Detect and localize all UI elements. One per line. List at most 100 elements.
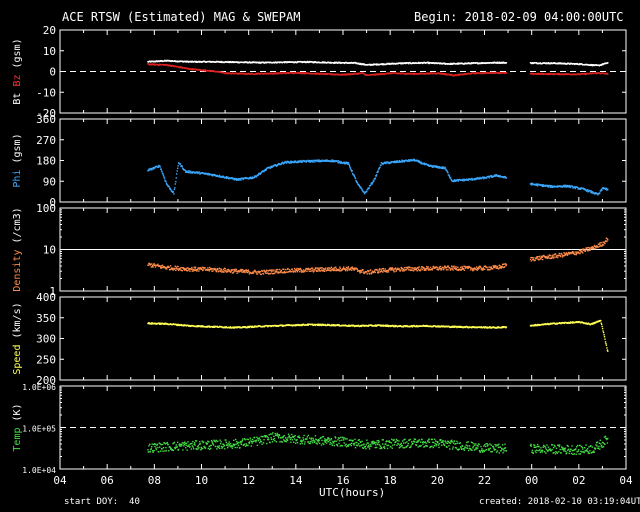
data-point [593, 245, 595, 248]
data-point [331, 323, 333, 326]
data-point [411, 269, 413, 271]
data-point [217, 70, 219, 73]
data-point [233, 269, 235, 271]
data-point [148, 322, 151, 324]
data-point [572, 252, 575, 254]
data-point [442, 267, 444, 269]
data-point [497, 175, 500, 177]
data-point [359, 272, 361, 274]
data-point [501, 265, 503, 267]
data-point [492, 268, 494, 270]
data-point [419, 161, 422, 163]
data-point [214, 268, 217, 270]
data-point [188, 170, 191, 172]
data-point [482, 269, 484, 271]
data-point [290, 162, 292, 164]
data-point [574, 187, 576, 190]
data-point [343, 266, 345, 268]
data-point [196, 171, 199, 173]
data-point [572, 251, 574, 254]
data-point [454, 179, 457, 181]
data-point [321, 61, 324, 63]
data-point [394, 161, 396, 164]
data-point [234, 268, 236, 271]
data-point [195, 269, 197, 272]
data-point [258, 272, 260, 274]
data-point [443, 267, 445, 269]
data-point [314, 324, 317, 327]
data-point [536, 256, 539, 258]
data-point [533, 257, 535, 259]
data-point [402, 270, 404, 272]
data-point [281, 324, 283, 326]
data-point [252, 271, 254, 273]
data-point [178, 268, 180, 270]
data-point [586, 189, 589, 191]
data-point [348, 163, 350, 165]
data-point [472, 270, 474, 272]
data-point [456, 326, 458, 329]
data-point [272, 270, 274, 272]
data-point [293, 161, 296, 164]
data-point [407, 160, 409, 162]
data-point [451, 73, 453, 76]
data-point [266, 325, 268, 327]
data-point [541, 185, 543, 188]
data-point [240, 179, 242, 181]
data-point [415, 269, 417, 271]
data-point [363, 272, 366, 275]
data-point [294, 160, 297, 162]
data-point [557, 73, 559, 76]
data-point [427, 267, 429, 269]
data-point [151, 169, 153, 171]
data-point [157, 166, 159, 168]
data-point [530, 256, 532, 259]
data-point [498, 264, 500, 266]
data-point [601, 327, 604, 330]
data-point [433, 265, 435, 268]
data-point [157, 263, 159, 266]
data-point [457, 63, 459, 65]
data-point [325, 267, 327, 269]
data-point [352, 267, 354, 270]
data-point [429, 269, 431, 271]
data-point [247, 326, 250, 328]
data-point [243, 271, 245, 273]
data-point [293, 160, 295, 162]
data-point [590, 246, 592, 249]
data-point [169, 187, 171, 189]
data-point [485, 177, 488, 179]
data-point [227, 176, 229, 179]
data-point [562, 255, 565, 257]
data-point [360, 324, 362, 327]
data-point [320, 160, 323, 163]
data-point [190, 268, 193, 270]
y-tick-label: 1.0E+06 [22, 383, 56, 392]
data-point [444, 73, 446, 76]
data-point [287, 161, 289, 163]
data-point [440, 267, 442, 270]
data-point [348, 74, 351, 76]
data-point [600, 322, 602, 324]
data-point [552, 73, 554, 76]
data-point [219, 174, 221, 177]
data-point [464, 267, 467, 269]
data-point [242, 271, 244, 273]
data-point [446, 266, 448, 269]
data-point [502, 176, 504, 178]
data-point [147, 264, 150, 266]
data-point [230, 270, 232, 273]
data-point [256, 273, 259, 275]
data-point [225, 270, 227, 272]
data-point [435, 166, 437, 168]
data-point [541, 184, 543, 186]
data-point [284, 272, 286, 274]
data-point [556, 254, 559, 257]
data-point [436, 72, 439, 75]
data-point [310, 270, 312, 272]
y-tick-label: 250 [36, 353, 56, 366]
data-point [375, 74, 377, 76]
data-point [483, 268, 485, 270]
data-point [407, 62, 409, 64]
data-point [546, 256, 548, 259]
